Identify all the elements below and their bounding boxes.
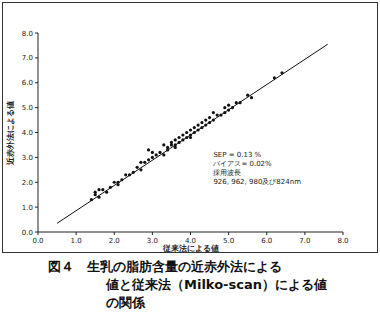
- point: [97, 188, 100, 191]
- point: [94, 193, 97, 196]
- point: [113, 181, 116, 184]
- x-tick-label: 2.0: [109, 237, 120, 245]
- point: [200, 121, 203, 124]
- y-tick: [35, 57, 38, 58]
- y-tick-label: 4.0: [22, 129, 33, 137]
- annotation: 926, 962, 980及び824nm: [213, 178, 301, 186]
- y-tick-label: 5.0: [22, 104, 33, 112]
- y-tick-label: 8.0: [22, 30, 33, 38]
- y-tick-label: 2.0: [22, 179, 33, 187]
- point: [185, 131, 188, 134]
- x-tick: [343, 232, 344, 235]
- x-tick-label: 8.0: [337, 237, 348, 245]
- annotation: SEP = 0.13 %: [213, 151, 261, 159]
- y-tick: [35, 33, 38, 34]
- fit-line: [57, 44, 328, 223]
- y-tick: [35, 132, 38, 133]
- point: [197, 123, 200, 126]
- point: [193, 126, 196, 129]
- point: [177, 136, 180, 139]
- y-tick: [35, 107, 38, 108]
- x-tick: [190, 232, 191, 235]
- plot-marks: [57, 44, 328, 223]
- point: [162, 143, 165, 146]
- x-tick-label: 1.0: [71, 237, 82, 245]
- point: [155, 153, 158, 156]
- x-axis-label: 従来法による値: [162, 244, 219, 253]
- point: [139, 161, 142, 164]
- x-tick-label: 0.0: [32, 237, 43, 245]
- x-tick: [152, 232, 153, 235]
- point: [227, 104, 230, 107]
- y-tick-label: 7.0: [22, 54, 33, 62]
- y-tick: [35, 82, 38, 83]
- x-tick-label: 5.0: [223, 237, 234, 245]
- y-axis-label: 近赤外法による値: [6, 101, 15, 166]
- x-tick: [76, 232, 77, 235]
- caption: 値と従来法（Milko-scan）による値: [105, 277, 327, 292]
- x-tick-label: 7.0: [299, 237, 310, 245]
- point: [170, 141, 173, 144]
- y-tick: [35, 157, 38, 158]
- x-tick: [228, 232, 229, 235]
- point: [124, 173, 127, 176]
- caption: 図４ 生乳の脂肪含量の近赤外法による: [48, 259, 282, 274]
- annotation: 採用波長: [213, 169, 241, 177]
- y-tick-label: 1.0: [22, 204, 33, 212]
- point: [189, 128, 192, 131]
- chart: 0.01.02.03.04.05.06.07.08.00.01.02.03.04…: [0, 0, 380, 328]
- point: [212, 111, 215, 114]
- chart-frame: [3, 3, 378, 253]
- point: [151, 156, 154, 159]
- point: [174, 138, 177, 141]
- x-tick-label: 6.0: [261, 237, 272, 245]
- point: [181, 133, 184, 136]
- caption: の関係: [106, 295, 146, 310]
- point: [101, 188, 104, 191]
- point: [158, 151, 161, 154]
- y-tick-label: 0.0: [22, 229, 33, 237]
- annotation: バイアス= 0.02%: [212, 160, 272, 168]
- y-tick: [35, 232, 38, 233]
- point: [204, 118, 207, 121]
- point: [143, 161, 146, 164]
- point: [208, 116, 211, 119]
- y-tick-label: 3.0: [22, 154, 33, 162]
- y-tick: [35, 182, 38, 183]
- point: [147, 148, 150, 151]
- y-tick-label: 6.0: [22, 79, 33, 87]
- x-tick: [114, 232, 115, 235]
- x-tick: [304, 232, 305, 235]
- point: [223, 106, 226, 109]
- point: [189, 136, 192, 139]
- point: [136, 166, 139, 169]
- y-tick: [35, 207, 38, 208]
- point: [151, 151, 154, 154]
- x-tick: [266, 232, 267, 235]
- point: [250, 96, 253, 99]
- x-tick-label: 3.0: [147, 237, 158, 245]
- point: [147, 158, 150, 161]
